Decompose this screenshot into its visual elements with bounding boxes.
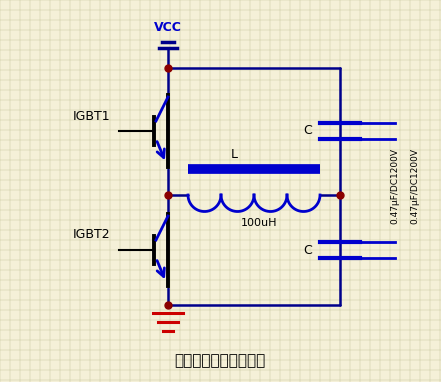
Text: 0.47μF/DC1200V: 0.47μF/DC1200V [390,149,400,225]
Text: IGBT1: IGBT1 [73,110,111,123]
Text: 0.47μF/DC1200V: 0.47μF/DC1200V [411,149,419,225]
Text: L: L [231,147,238,160]
Text: VCC: VCC [154,21,182,34]
Text: C: C [303,125,312,138]
Text: IGBT2: IGBT2 [73,228,111,241]
Text: 电磁炉半桥主电路结构: 电磁炉半桥主电路结构 [174,353,265,368]
Text: C: C [303,243,312,256]
Text: 100uH: 100uH [241,217,277,228]
